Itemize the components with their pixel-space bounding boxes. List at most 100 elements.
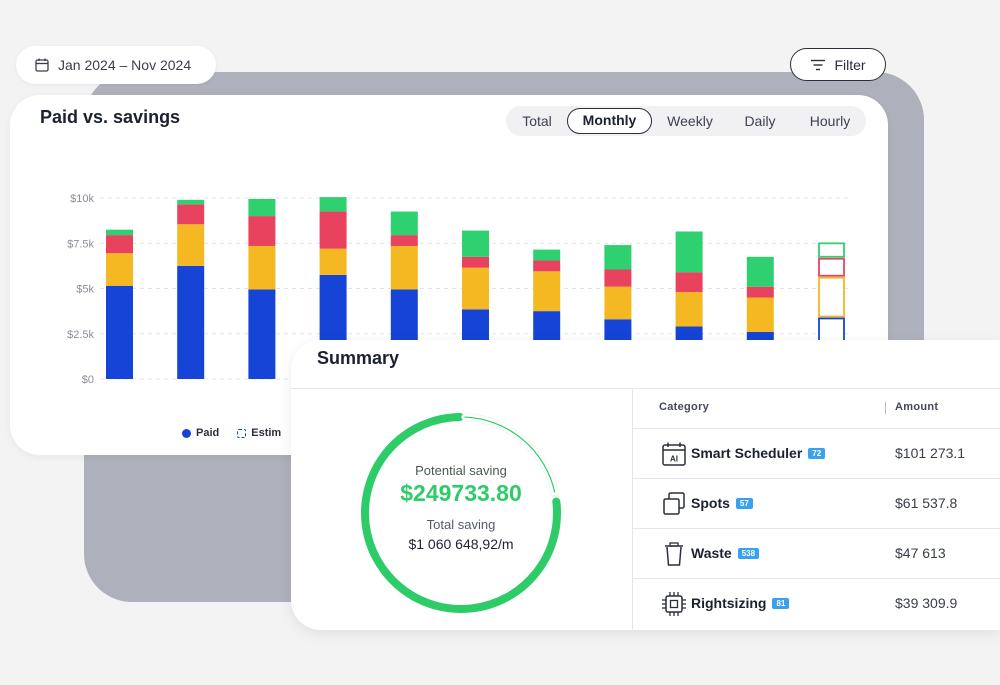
bar-segment [462,256,489,268]
summary-title: Summary [317,348,400,368]
svg-text:AI: AI [670,455,678,464]
copy-squares-icon [663,492,685,515]
bar-segment [533,260,561,272]
savings-ring [361,413,561,613]
bar-segment [390,211,418,236]
date-range-label: Jan 2024 – Nov 2024 [58,57,192,73]
column-amount[interactable]: Amount [895,401,939,413]
bar-segment [604,245,632,270]
bar-segment [177,265,205,379]
legend-paid[interactable]: Paid [182,427,219,439]
bar-segment [675,292,703,327]
summary-card: Summary Potential saving $249733.80 Tota… [291,340,1000,630]
legend-paid-label: Paid [196,427,220,439]
bar-segment [675,231,703,273]
row-name-text: Rightsizing [691,595,767,611]
bar-segment [604,286,632,320]
filter-button[interactable]: Filter [790,48,886,81]
y-tick-label: $7.5k [67,238,94,250]
row-amount: $101 273.1 [895,445,966,461]
y-tick-label: $10k [70,193,94,205]
bar-segment [177,199,205,205]
bar-segment [106,229,133,236]
tab-hourly[interactable]: Hourly [809,113,851,129]
date-range-picker[interactable]: Jan 2024 – Nov 2024 [16,46,216,84]
bar-segment [533,249,561,261]
chart-legend: Paid Estim [182,427,281,439]
bar-segment [533,271,561,312]
tab-daily[interactable]: Daily [744,113,776,129]
bar-segment [248,198,276,217]
row-amount: $61 537.8 [895,495,958,511]
y-tick-label: $2.5k [67,329,94,341]
bar-segment [106,285,133,379]
total-saving-label: Total saving [426,517,496,532]
legend-estimated[interactable]: Estim [237,427,281,439]
total-saving-value: $1 060 648,92/m [408,536,514,552]
row-name: Spots 57 [691,495,753,511]
summary-column-divider [632,388,633,630]
tab-weekly[interactable]: Weekly [667,113,713,129]
bar-segment [177,224,205,266]
category-table-header: Category Amount [633,388,1000,428]
bar-segment [319,211,347,249]
bar-segment [248,245,276,290]
row-badge: 538 [737,548,760,559]
bar-segment [746,297,774,332]
potential-saving-value: $249733.80 [400,480,522,506]
period-tabs: Total Monthly Weekly Daily Hourly [506,106,866,136]
ring-total-arc [361,413,561,613]
filter-icon [811,59,826,70]
legend-estimated-label: Estim [251,427,282,439]
summary-divider [291,388,1000,389]
bar-segment [675,272,703,293]
filter-label: Filter [834,56,866,73]
bar-segment [390,245,418,290]
bar-segment [462,230,489,257]
row-amount: $39 309.9 [895,595,958,611]
bar-segment [604,269,632,287]
bar-segment [319,248,347,275]
bar-segment [248,216,276,246]
row-name-text: Smart Scheduler [691,445,803,461]
bar-segment [746,286,774,298]
bar-segment [462,267,489,310]
table-row-smart-scheduler[interactable]: AI Smart Scheduler 72 $101 273.1 [633,428,1000,478]
row-name: Rightsizing 81 [691,595,790,611]
column-separator [885,402,886,414]
row-badge: 72 [808,448,826,459]
row-amount: $47 613 [895,545,946,561]
column-category[interactable]: Category [659,401,710,413]
table-row-spots[interactable]: Spots 57 $61 537.8 [633,478,1000,528]
trash-icon [665,542,683,566]
row-name-text: Spots [691,495,730,511]
bar-segment [746,256,774,287]
bar-segment [106,253,133,286]
tab-total[interactable]: Total [522,113,552,129]
chart-title: Paid vs. savings [40,107,181,127]
row-name: Waste 538 [691,545,760,561]
potential-saving-label: Potential saving [415,463,507,478]
ring-potential-arc [362,414,560,612]
chip-icon [662,592,686,616]
y-tick-label: $0 [82,374,94,386]
row-badge: 57 [735,498,753,509]
calendar-icon [35,58,49,72]
bar-segment-estimated [818,242,845,258]
tab-monthly[interactable]: Monthly [567,108,652,134]
table-row-waste[interactable]: Waste 538 $47 613 [633,528,1000,578]
legend-paid-swatch [182,428,191,438]
y-tick-label: $5k [76,284,94,296]
legend-estimated-swatch [237,428,247,438]
bar-segment-estimated [818,276,845,318]
bar-segment [390,235,418,246]
bar-segment-estimated [818,257,845,277]
row-name: Smart Scheduler 72 [691,445,826,461]
row-badge: 81 [772,598,790,609]
bar-segment [177,204,205,225]
bar-segment [248,289,276,379]
ai-calendar-icon: AI [662,442,686,466]
bar-segment [319,197,347,212]
bar-segment [106,235,133,254]
table-row-rightsizing[interactable]: Rightsizing 81 $39 309.9 [633,578,1000,628]
